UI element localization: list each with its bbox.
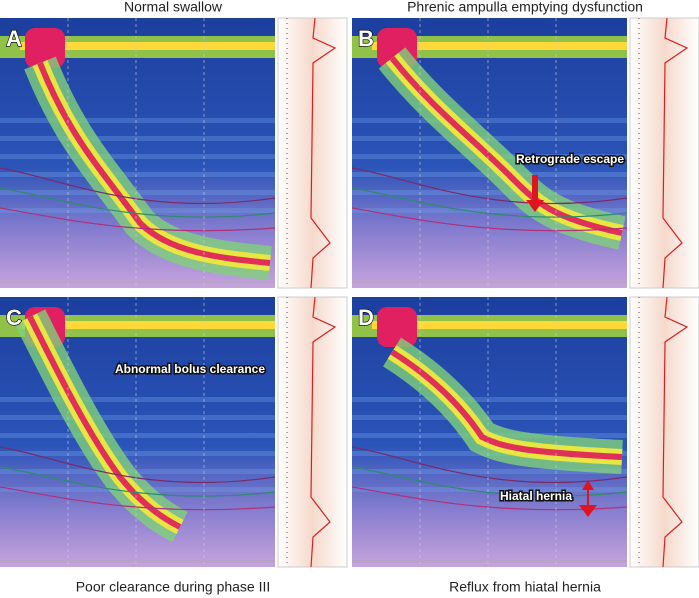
manometry-panel: C Abnormal bolus clearance xyxy=(0,296,348,568)
pressure-trace xyxy=(352,466,627,497)
pressure-trace xyxy=(0,466,275,497)
panel-letter: A xyxy=(6,26,22,51)
panel-caption: Reflux from hiatal hernia xyxy=(449,579,601,595)
panel-caption: Phrenic ampulla emptying dysfunction xyxy=(407,0,643,15)
panel-letter: B xyxy=(358,26,374,51)
pressure-trace xyxy=(0,207,275,232)
pressure-trace xyxy=(352,167,627,205)
plot xyxy=(0,18,275,288)
stripe xyxy=(0,154,275,159)
stripe xyxy=(352,487,627,492)
sidebar xyxy=(277,17,348,289)
pressure-trace xyxy=(0,187,275,218)
arrow-head xyxy=(579,505,597,517)
ues-core xyxy=(372,321,627,329)
annotation: Hiatal hernia xyxy=(500,489,572,503)
annotation: Retrograde escape xyxy=(516,152,624,166)
wave-core xyxy=(27,315,182,530)
arrow-head xyxy=(582,480,594,490)
stripe xyxy=(0,118,275,123)
pressure-trace xyxy=(352,207,627,232)
ues-core xyxy=(20,42,275,50)
pressure-trace xyxy=(0,446,275,484)
pressure-trace xyxy=(0,167,275,205)
stripe xyxy=(0,397,275,402)
wave-core xyxy=(390,349,623,460)
pressure-profile xyxy=(310,17,337,289)
wave-core xyxy=(37,61,271,266)
ues-core xyxy=(20,321,275,329)
stripe xyxy=(0,451,275,456)
wave-core xyxy=(389,56,623,236)
pressure-profile xyxy=(310,296,337,568)
pressure-trace xyxy=(0,486,275,511)
stripe xyxy=(352,469,627,474)
stripe xyxy=(352,397,627,402)
panel-caption: Normal swallow xyxy=(124,0,223,15)
manometry-panel: D Hiatal hernia xyxy=(352,296,699,568)
sidebar xyxy=(629,17,699,289)
plot xyxy=(0,297,275,567)
panel-caption: Poor clearance during phase III xyxy=(76,579,271,595)
sidebar xyxy=(277,296,348,568)
sidebar xyxy=(629,296,699,568)
ues-core xyxy=(372,42,627,50)
plot xyxy=(352,18,627,288)
stripe xyxy=(0,415,275,420)
arrow-head xyxy=(526,200,544,212)
ues-hot xyxy=(377,307,417,347)
stripe xyxy=(352,415,627,420)
stripe xyxy=(352,208,627,213)
pressure-trace xyxy=(352,187,627,218)
panel-letter: D xyxy=(358,305,374,330)
pressure-trace xyxy=(352,446,627,484)
stripe xyxy=(352,118,627,123)
pressure-trace xyxy=(352,486,627,511)
manometry-panel: B Retrograde escape xyxy=(352,17,699,289)
panel-letter: C xyxy=(6,305,22,330)
plot xyxy=(352,297,627,567)
annotation: Abnormal bolus clearance xyxy=(115,362,265,376)
pressure-profile xyxy=(662,296,689,568)
stripe xyxy=(0,433,275,438)
stripe xyxy=(0,136,275,141)
stripe xyxy=(0,172,275,177)
stripe xyxy=(352,190,627,195)
manometry-panel: A xyxy=(0,17,348,289)
pressure-profile xyxy=(662,17,689,289)
